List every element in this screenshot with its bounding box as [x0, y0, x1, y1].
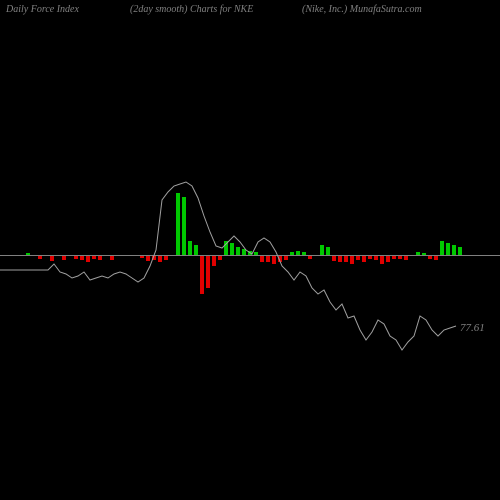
price-label: 77.61 [460, 322, 485, 334]
price-line [0, 20, 500, 500]
title-right: (Nike, Inc.) MunafaSutra.com [302, 4, 422, 15]
chart-area: 77.61 [0, 20, 500, 500]
title-left: Daily Force Index [6, 4, 79, 15]
chart-header: Daily Force Index (2day smooth) Charts f… [0, 4, 500, 20]
title-mid: (2day smooth) Charts for NKE [130, 4, 253, 15]
